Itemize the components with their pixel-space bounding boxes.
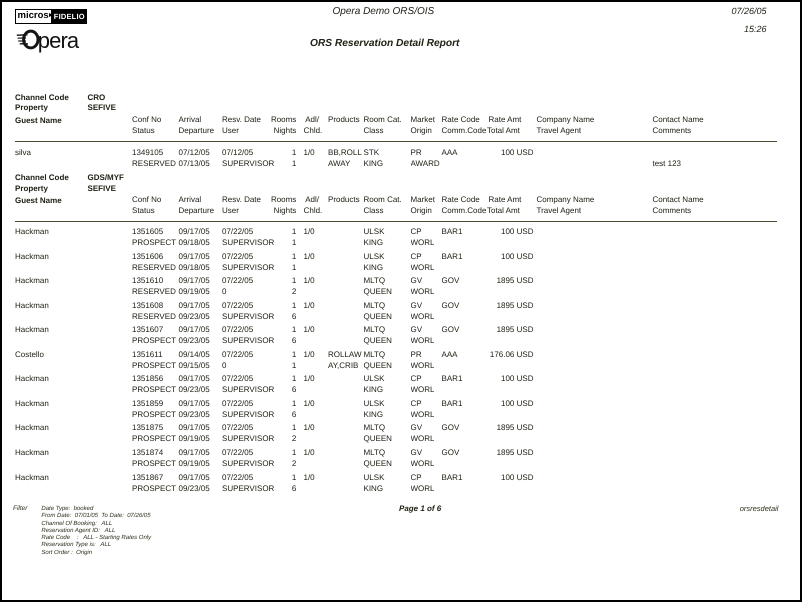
svg-text:pera: pera	[38, 28, 80, 53]
